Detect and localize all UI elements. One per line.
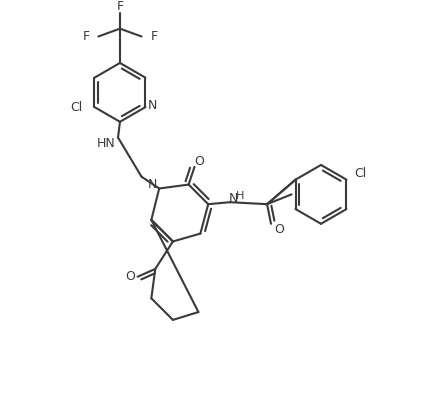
Text: O: O xyxy=(194,154,204,168)
Text: O: O xyxy=(124,270,134,283)
Text: N: N xyxy=(229,192,238,205)
Text: N: N xyxy=(147,99,157,111)
Text: F: F xyxy=(150,30,157,43)
Text: O: O xyxy=(273,223,283,236)
Text: F: F xyxy=(82,30,89,43)
Text: Cl: Cl xyxy=(71,101,82,114)
Text: Cl: Cl xyxy=(353,167,366,180)
Text: H: H xyxy=(235,191,243,201)
Text: N: N xyxy=(147,178,157,191)
Text: F: F xyxy=(116,0,123,12)
Text: HN: HN xyxy=(97,137,115,150)
